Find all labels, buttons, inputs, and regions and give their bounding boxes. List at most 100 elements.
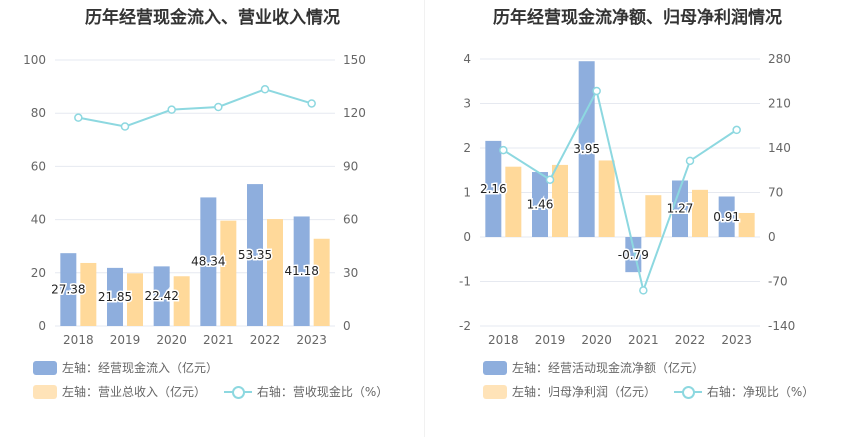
bar-blue <box>247 184 263 326</box>
right-axis-tick-label: 120 <box>343 106 366 120</box>
legend-label: 右轴：营收现金比（%） <box>256 385 389 399</box>
chart-panel-netcash-profit: 历年经营现金流净额、归母净利润情况 -2 -1 0 1 2 3 4 -140 -70 0 70 140… <box>425 0 850 437</box>
bar-orange <box>552 164 568 237</box>
bar-orange <box>505 166 522 237</box>
line-point <box>499 145 508 155</box>
right-axis-tick-label: 210 <box>768 97 791 111</box>
line-point <box>260 85 270 94</box>
left-axis-tick-label: 40 <box>31 213 46 227</box>
bar-orange <box>80 262 97 326</box>
line-series <box>502 88 738 294</box>
x-axis-tick-label: 2020 <box>156 333 187 347</box>
bar-data-label: 21.85 <box>98 290 132 304</box>
bar-orange <box>127 273 143 326</box>
panel-divider <box>424 0 425 437</box>
line-point <box>74 113 83 122</box>
legend-swatch-blue <box>33 360 57 375</box>
bar-data-label: 27.38 <box>51 283 85 297</box>
bar-orange <box>598 160 615 237</box>
x-axis-tick-label: 2022 <box>250 333 281 347</box>
legend-swatch-blue <box>483 360 507 375</box>
bar-blue <box>200 197 217 326</box>
x-axis-tick-label: 2023 <box>721 333 752 347</box>
bar-data-label: 53.35 <box>238 248 272 262</box>
x-axis-tick-label: 2020 <box>581 333 612 347</box>
bar-data-label: 22.42 <box>144 289 178 303</box>
right-axis-tick-label: 0 <box>768 230 776 244</box>
line-point <box>685 156 695 166</box>
legend-label: 右轴：净现比（%） <box>706 385 815 399</box>
left-axis-tick-label: 1 <box>463 186 471 200</box>
left-axis-tick-label: 2 <box>463 141 471 155</box>
left-axis-tick-label: 4 <box>463 52 471 66</box>
legend-item-net-profit[interactable]: 左轴：归母净利润（亿元） <box>483 383 656 400</box>
bar-blue <box>153 266 170 326</box>
legend-item-net-cashflow[interactable]: 左轴：经营活动现金流净额（亿元） <box>483 359 704 376</box>
legend-label: 左轴：归母净利润（亿元） <box>512 385 657 399</box>
left-axis-tick-label: 0 <box>38 319 46 333</box>
bar-data-label: 1.27 <box>667 202 694 216</box>
legend-item-cash-inflow[interactable]: 左轴：经营现金流入（亿元） <box>33 359 218 376</box>
legend-label: 左轴：经营活动现金流净额（亿元） <box>512 361 705 375</box>
legend-item-ratio[interactable]: 右轴：营收现金比（%） <box>223 383 389 400</box>
left-axis-tick-label: 0 <box>463 230 471 244</box>
line-point <box>167 105 176 114</box>
legend-item-revenue[interactable]: 左轴：营业总收入（亿元） <box>33 383 206 400</box>
right-axis-tick-label: -70 <box>768 275 788 289</box>
bar-data-label: 41.18 <box>284 264 318 278</box>
x-axis-tick-label: 2018 <box>63 333 94 347</box>
right-axis-tick-label: 70 <box>768 186 783 200</box>
x-axis-tick-label: 2021 <box>203 333 234 347</box>
x-axis-tick-label: 2019 <box>110 333 141 347</box>
bar-orange <box>645 195 662 237</box>
bar-orange <box>267 219 283 326</box>
legend-line-marker-icon <box>223 385 252 399</box>
right-axis-tick-label: 90 <box>343 159 358 173</box>
x-axis-tick-label: 2018 <box>488 333 519 347</box>
bar-data-label: 3.95 <box>573 142 600 156</box>
bar-blue <box>485 140 502 237</box>
bar-blue <box>107 267 123 326</box>
left-axis-tick-label: 100 <box>23 53 46 67</box>
x-axis-tick-label: 2023 <box>296 333 327 347</box>
line-point <box>592 86 601 96</box>
right-axis-tick-label: 60 <box>343 213 358 227</box>
right-axis-tick-label: 30 <box>343 266 358 280</box>
chart-plot: 0 20 40 60 80 100 0 30 60 90 120 150 2018 2019 2020 202… <box>23 53 366 347</box>
bar-blue <box>578 61 595 237</box>
chart-title: 历年经营现金流入、营业收入情况 <box>85 8 340 28</box>
legend-row-1: 左轴：经营现金流入（亿元） <box>33 359 232 378</box>
line-point <box>639 286 648 295</box>
bar-data-label: 48.34 <box>191 255 225 269</box>
legend-row-2: 左轴：营业总收入（亿元） 右轴：营收现金比（%） <box>33 383 402 402</box>
left-axis-tick-label: -2 <box>459 319 471 333</box>
line-series <box>78 88 312 128</box>
x-axis-tick-label: 2019 <box>535 333 566 347</box>
legend-swatch-orange <box>33 384 57 399</box>
left-axis-tick-label: -1 <box>459 275 471 289</box>
bar-data-label: -0.79 <box>618 248 649 262</box>
left-axis-tick-label: 80 <box>31 106 46 120</box>
bar-blue <box>60 253 77 326</box>
legend-row-1: 左轴：经营活动现金流净额（亿元） <box>483 359 718 378</box>
bar-blue <box>672 180 688 237</box>
right-axis-tick-label: 140 <box>768 141 791 155</box>
line-point <box>120 122 130 131</box>
line-point <box>307 99 316 108</box>
bar-orange <box>220 220 237 326</box>
bar-orange <box>738 212 755 237</box>
legend-label: 左轴：经营现金流入（亿元） <box>62 361 219 375</box>
bar-data-label: 2.16 <box>480 182 507 196</box>
left-axis-tick-label: 60 <box>31 159 46 173</box>
line-point <box>732 125 741 135</box>
left-axis-tick-label: 20 <box>31 266 46 280</box>
bar-blue <box>532 172 548 237</box>
chart-title: 历年经营现金流净额、归母净利润情况 <box>493 8 782 28</box>
line-point <box>214 102 223 112</box>
legend-item-net-cash-ratio[interactable]: 右轴：净现比（%） <box>673 383 815 400</box>
chart-plot: -2 -1 0 1 2 3 4 -140 -70 0 70 140 210 280 2018 2019 2020… <box>459 52 795 347</box>
right-axis-tick-label: 150 <box>343 53 366 67</box>
right-axis-tick-label: 0 <box>343 319 351 333</box>
bar-orange <box>692 189 708 237</box>
left-axis-tick-label: 3 <box>463 97 471 111</box>
